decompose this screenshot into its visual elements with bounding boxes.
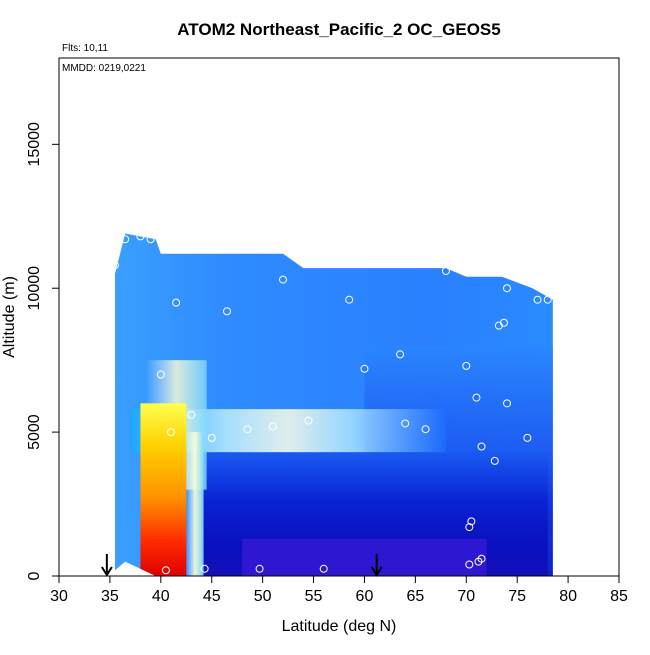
x-tick-label: 75: [508, 588, 526, 605]
sample-point: [503, 399, 511, 408]
west-polluted-region: [140, 403, 187, 576]
sample-point: [207, 433, 216, 442]
x-axis-title: Latitude (deg N): [282, 618, 397, 635]
sample-point: [396, 350, 405, 359]
dates-note: MMDD: 0219,0221: [62, 63, 146, 74]
x-tick-label: 60: [356, 588, 374, 605]
sample-point: [360, 364, 369, 373]
sample-point: [401, 419, 410, 428]
sample-point: [465, 560, 474, 569]
x-tick-label: 70: [457, 588, 475, 605]
x-tick-label: 45: [203, 588, 221, 605]
sample-point: [111, 261, 119, 270]
x-tick-label: 35: [101, 588, 119, 605]
y-tick-label: 15000: [26, 122, 43, 167]
sample-point: [156, 370, 165, 379]
sample-point: [467, 517, 476, 526]
sample-point: [255, 564, 264, 573]
sample-point: [136, 232, 145, 241]
x-tick-label: 30: [50, 588, 68, 605]
x-tick-label: 55: [305, 588, 323, 605]
sample-point: [503, 284, 511, 293]
plot-frame: [58, 57, 620, 577]
y-axis: 0 5000 10000 15000: [26, 122, 59, 580]
x-tick-label: 85: [610, 588, 628, 605]
x-tick-label: 50: [254, 588, 272, 605]
sample-point: [462, 361, 471, 370]
sample-point: [559, 402, 567, 411]
sample-point: [187, 410, 196, 419]
y-tick-label: 0: [26, 571, 43, 580]
sample-point: [421, 425, 430, 434]
y-tick-label: 10000: [26, 266, 43, 311]
sample-point: [345, 295, 354, 304]
curtain-fill: [115, 233, 553, 576]
chart-title: ATOM2 Northeast_Pacific_2 OC_GEOS5: [177, 20, 500, 39]
sample-point: [223, 307, 231, 316]
x-tick-label: 65: [406, 588, 424, 605]
sample-point: [146, 235, 155, 244]
x-axis: 30 35 40 45 50 55 60 65 70 75 80 85: [50, 576, 628, 605]
sample-point: [543, 295, 552, 304]
sample-point: [523, 433, 532, 442]
flights-note: Flts: 10,11: [62, 43, 108, 54]
x-tick-label: 80: [559, 588, 577, 605]
y-axis-title: Altitude (m): [1, 276, 18, 358]
arrow-head: [370, 566, 383, 577]
sample-point: [499, 318, 508, 327]
sample-point: [172, 298, 181, 307]
sample-point: [465, 523, 474, 532]
sample-point: [268, 422, 277, 431]
sample-point: [243, 425, 252, 434]
sample-point: [477, 442, 486, 451]
sample-point: [121, 235, 130, 244]
sample-point: [490, 456, 499, 465]
sample-point: [441, 266, 450, 275]
location-arrows: [101, 554, 383, 577]
west-transition-region: [186, 432, 204, 576]
y-tick-label: 5000: [26, 414, 43, 450]
sample-point: [279, 275, 287, 284]
sample-point: [319, 564, 328, 573]
sample-point: [200, 564, 209, 573]
sample-point: [304, 416, 313, 425]
sample-point: [533, 295, 542, 304]
sample-point: [477, 554, 486, 563]
sample-point: [167, 428, 175, 437]
sample-point: [161, 566, 170, 575]
sample-points: [111, 232, 567, 575]
lower-purple-region: [242, 538, 487, 576]
arrow-head: [101, 566, 113, 577]
sample-point: [472, 393, 481, 402]
x-tick-label: 40: [152, 588, 170, 605]
